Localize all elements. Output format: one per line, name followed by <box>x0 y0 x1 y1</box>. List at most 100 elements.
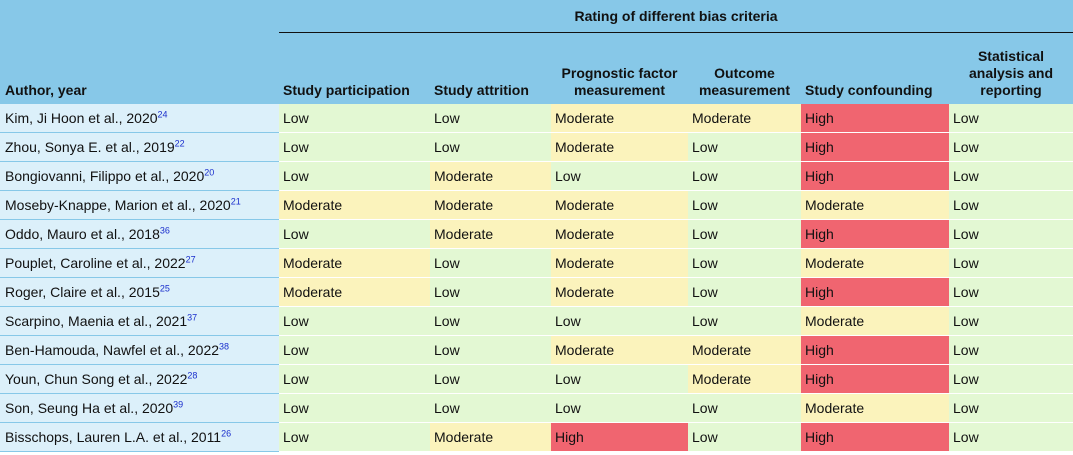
reference-link[interactable]: 22 <box>174 138 185 149</box>
rating-cell: High <box>801 161 949 191</box>
rating-cell: Moderate <box>279 190 430 220</box>
author-name: Moseby-Knappe, Marion et al., 2020 <box>5 197 231 213</box>
rating-cell: Moderate <box>551 190 688 220</box>
rating-cell: High <box>801 422 949 452</box>
rating-cell: Low <box>949 190 1073 220</box>
rating-cell: Low <box>279 104 430 133</box>
author-cell: Youn, Chun Song et al., 202228 <box>0 364 279 394</box>
rating-cell: Low <box>688 422 801 452</box>
author-cell: Son, Seung Ha et al., 202039 <box>0 393 279 423</box>
author-cell: Ben-Hamouda, Nawfel et al., 202238 <box>0 335 279 365</box>
column-header-study-participation: Study participation <box>279 32 430 104</box>
rating-cell: Low <box>949 393 1073 423</box>
author-cell: Bisschops, Lauren L.A. et al., 201126 <box>0 422 279 452</box>
rating-cell: Low <box>551 364 688 394</box>
rating-cell: Low <box>430 364 551 394</box>
rating-cell: Moderate <box>688 335 801 365</box>
rating-cell: Moderate <box>430 190 551 220</box>
rating-cell: Moderate <box>430 219 551 249</box>
group-title: Rating of different bias criteria <box>279 0 1073 33</box>
rating-cell: Low <box>949 364 1073 394</box>
reference-link[interactable]: 38 <box>219 341 230 352</box>
author-cell: Oddo, Mauro et al., 201836 <box>0 219 279 249</box>
reference-link[interactable]: 27 <box>185 254 196 265</box>
rating-cell: High <box>801 364 949 394</box>
rating-cell: Low <box>430 393 551 423</box>
reference-link[interactable]: 25 <box>159 283 170 294</box>
author-cell: Roger, Claire et al., 201525 <box>0 277 279 307</box>
rating-cell: Moderate <box>551 277 688 307</box>
rating-cell: High <box>551 422 688 452</box>
column-header-author: Author, year <box>0 32 279 104</box>
rating-cell: High <box>801 132 949 162</box>
table-row: Moseby-Knappe, Marion et al., 202021 Mode… <box>0 190 1073 220</box>
rating-cell: Moderate <box>279 248 430 278</box>
rating-cell: Low <box>551 306 688 336</box>
reference-link[interactable]: 39 <box>173 399 184 410</box>
reference-link[interactable]: 37 <box>187 312 198 323</box>
rating-cell: Low <box>279 132 430 162</box>
reference-link[interactable]: 24 <box>157 109 168 120</box>
rating-cell: Low <box>551 393 688 423</box>
table-row: Roger, Claire et al., 201525 Moderate Low M… <box>0 277 1073 307</box>
rating-cell: Low <box>949 335 1073 365</box>
rating-cell: Low <box>430 335 551 365</box>
reference-link[interactable]: 36 <box>159 225 170 236</box>
reference-link[interactable]: 21 <box>230 196 241 207</box>
rating-cell: Moderate <box>430 422 551 452</box>
author-name: Kim, Ji Hoon et al., 2020 <box>5 110 158 126</box>
rating-cell: High <box>801 104 949 133</box>
rating-cell: Moderate <box>430 161 551 191</box>
rating-cell: Low <box>551 161 688 191</box>
rating-cell: Low <box>430 306 551 336</box>
author-name: Bongiovanni, Filippo et al., 2020 <box>5 168 205 184</box>
author-name: Son, Seung Ha et al., 2020 <box>5 400 174 416</box>
column-header-study-attrition: Study attrition <box>430 32 551 104</box>
column-header-prognostic-factor: Prognostic factor measurement <box>551 32 688 104</box>
rating-cell: Moderate <box>279 277 430 307</box>
rating-cell: Low <box>688 393 801 423</box>
column-header-outcome-measurement: Outcome measurement <box>688 32 801 104</box>
author-name: Oddo, Mauro et al., 2018 <box>5 226 160 242</box>
rating-cell: Low <box>279 306 430 336</box>
rating-cell: Low <box>279 335 430 365</box>
author-cell: Bongiovanni, Filippo et al., 202020 <box>0 161 279 191</box>
rating-cell: Moderate <box>801 248 949 278</box>
rating-cell: Low <box>949 422 1073 452</box>
column-header-statistical-analysis: Statistical analysis and reporting <box>949 32 1073 104</box>
table-row: Oddo, Mauro et al., 201836 Low Moderate Mod… <box>0 219 1073 249</box>
rating-cell: Moderate <box>551 132 688 162</box>
rating-cell: Moderate <box>688 364 801 394</box>
rating-cell: Moderate <box>801 306 949 336</box>
reference-link[interactable]: 28 <box>187 370 198 381</box>
author-cell: Moseby-Knappe, Marion et al., 202021 <box>0 190 279 220</box>
rating-cell: Low <box>688 277 801 307</box>
author-cell: Pouplet, Caroline et al., 202227 <box>0 248 279 278</box>
rating-cell: Low <box>949 132 1073 162</box>
author-name: Bisschops, Lauren L.A. et al., 2011 <box>5 429 222 445</box>
table-row: Ben-Hamouda, Nawfel et al., 202238 Low Low… <box>0 335 1073 365</box>
rating-cell: Low <box>430 277 551 307</box>
rating-cell: Moderate <box>688 104 801 133</box>
reference-link[interactable]: 26 <box>221 428 232 439</box>
rating-cell: Low <box>279 422 430 452</box>
rating-cell: Low <box>949 277 1073 307</box>
rating-cell: Moderate <box>801 190 949 220</box>
rating-cell: Low <box>949 104 1073 133</box>
rating-cell: Low <box>279 393 430 423</box>
rating-cell: Low <box>279 219 430 249</box>
rating-cell: Moderate <box>551 104 688 133</box>
header-spacer <box>0 0 279 33</box>
author-name: Scarpino, Maenia et al., 2021 <box>5 313 188 329</box>
table-row: Zhou, Sonya E. et al., 201922 Low Low Moder… <box>0 132 1073 162</box>
table-row: Son, Seung Ha et al., 202039 Low Low Low Low… <box>0 393 1073 423</box>
rating-cell: High <box>801 219 949 249</box>
table-row: Kim, Ji Hoon et al., 202024 Low Low Moderat… <box>0 104 1073 133</box>
author-cell: Scarpino, Maenia et al., 202137 <box>0 306 279 336</box>
column-header-study-confounding: Study confounding <box>801 32 949 104</box>
reference-link[interactable]: 20 <box>204 167 215 178</box>
author-name: Ben-Hamouda, Nawfel et al., 2022 <box>5 342 220 358</box>
rating-cell: Low <box>688 248 801 278</box>
author-cell: Zhou, Sonya E. et al., 201922 <box>0 132 279 162</box>
